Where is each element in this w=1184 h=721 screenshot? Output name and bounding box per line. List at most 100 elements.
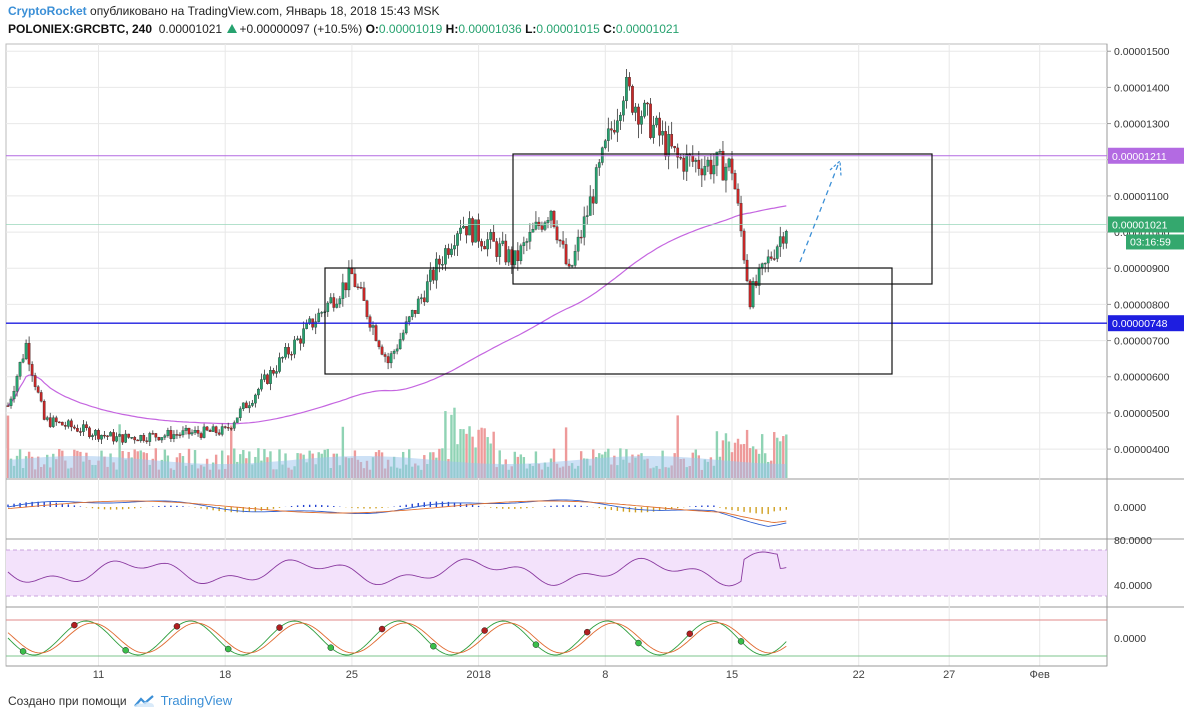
last-price: 0.00001021 bbox=[158, 22, 223, 36]
volume-bar bbox=[676, 415, 679, 478]
candle-body bbox=[748, 280, 752, 308]
candle-body bbox=[136, 439, 140, 442]
publish-info: CryptoRocket опубликовано на TradingView… bbox=[8, 4, 440, 18]
candle-body bbox=[540, 225, 544, 230]
candle-body bbox=[287, 347, 290, 355]
stoch-cross-dot bbox=[122, 647, 129, 654]
volume-bar bbox=[118, 424, 121, 478]
candle-body bbox=[619, 114, 622, 121]
candle-body bbox=[326, 302, 330, 312]
candle-body bbox=[368, 316, 372, 328]
volume-bar bbox=[782, 436, 785, 478]
candle-body bbox=[772, 258, 776, 260]
candle-body bbox=[344, 282, 348, 291]
candle-body bbox=[616, 120, 619, 133]
candle-body bbox=[404, 321, 408, 334]
stoch-cross-dot bbox=[635, 639, 642, 647]
volume-bar bbox=[465, 433, 468, 478]
volume-bar bbox=[785, 434, 788, 478]
x-tick-label: 2018 bbox=[466, 669, 490, 681]
candle-body bbox=[658, 117, 661, 136]
candle-body bbox=[534, 221, 538, 230]
candle-body bbox=[15, 376, 19, 392]
candle-body bbox=[386, 356, 390, 364]
tradingview-logo[interactable]: TradingView bbox=[133, 693, 232, 708]
candle-body bbox=[281, 357, 284, 359]
candle-body bbox=[483, 246, 486, 250]
candle-body bbox=[199, 433, 203, 438]
candle-body bbox=[21, 358, 25, 363]
last-price-label-bg bbox=[1108, 216, 1184, 233]
high-value: 0.00001036 bbox=[458, 22, 522, 36]
tradingview-cloud-icon bbox=[133, 694, 154, 707]
candle-body bbox=[579, 236, 583, 239]
y-tick-label: 0.00000800 bbox=[1114, 299, 1170, 311]
candle-body bbox=[320, 312, 324, 314]
candle-body bbox=[241, 402, 245, 409]
candle-body bbox=[582, 216, 586, 238]
x-tick-label: 27 bbox=[943, 669, 955, 681]
candle-body bbox=[395, 348, 399, 352]
candle-body bbox=[537, 221, 541, 226]
candle-body bbox=[97, 430, 100, 440]
volume-bar bbox=[474, 447, 477, 478]
volume-bar bbox=[779, 441, 782, 478]
rsi-tick-80: 80.0000 bbox=[1114, 535, 1152, 547]
candle-body bbox=[238, 408, 242, 418]
candle-body bbox=[594, 167, 598, 204]
close-value: 0.00001021 bbox=[615, 22, 680, 36]
volume-bar bbox=[773, 432, 776, 478]
stoch-tick-label: 0.0000 bbox=[1114, 633, 1146, 645]
volume-bar bbox=[230, 425, 233, 478]
candle-body bbox=[308, 318, 312, 324]
candle-body bbox=[244, 402, 248, 409]
candle-body bbox=[588, 196, 592, 216]
candle-body bbox=[622, 100, 625, 116]
volume-bar bbox=[468, 426, 471, 478]
volume-bar bbox=[489, 443, 492, 478]
candle-body bbox=[628, 77, 631, 87]
volume-bar bbox=[341, 426, 345, 478]
candle-body bbox=[697, 159, 701, 169]
candle-body bbox=[296, 338, 299, 341]
forecast-arrow bbox=[799, 164, 839, 263]
candle-body bbox=[365, 300, 369, 317]
candle-body bbox=[407, 316, 411, 322]
y-tick-label: 0.00000900 bbox=[1114, 263, 1170, 275]
y-tick-label: 0.00000400 bbox=[1114, 444, 1170, 456]
candle-body bbox=[33, 375, 37, 387]
candle-body bbox=[631, 86, 634, 113]
candle-body bbox=[398, 339, 402, 350]
candle-body bbox=[160, 437, 164, 441]
volume-bar bbox=[492, 431, 495, 478]
x-tick-label: Фев bbox=[1030, 669, 1050, 681]
candle-body bbox=[444, 248, 447, 265]
candle-body bbox=[679, 157, 683, 159]
candle-body bbox=[600, 147, 604, 163]
author-name[interactable]: CryptoRocket bbox=[8, 4, 87, 18]
candle-body bbox=[468, 218, 471, 236]
candle-body bbox=[401, 332, 405, 340]
candle-body bbox=[190, 432, 194, 435]
chart-canvas[interactable]: 11 18 25 2018 8 15 22 27 Фев 0.00001500 0.00001400… bbox=[0, 0, 1184, 690]
candle-body bbox=[652, 124, 655, 138]
candle-body bbox=[57, 421, 61, 424]
candle-body bbox=[76, 428, 79, 432]
x-tick-label: 11 bbox=[93, 669, 104, 681]
volume-bar bbox=[462, 429, 465, 478]
candle-body bbox=[703, 166, 707, 176]
candle-body bbox=[82, 424, 85, 432]
candle-body bbox=[670, 134, 674, 147]
candle-body bbox=[115, 436, 118, 442]
candle-body bbox=[591, 196, 595, 204]
close-label: C: bbox=[603, 22, 616, 36]
candle-body bbox=[260, 379, 263, 390]
resistance-price-label-bg bbox=[1108, 147, 1184, 164]
candle-body bbox=[606, 128, 610, 141]
volume-bar bbox=[727, 441, 731, 478]
upper-box bbox=[512, 153, 933, 285]
volume-bar bbox=[477, 429, 480, 478]
candle-body bbox=[715, 151, 719, 166]
candle-body bbox=[422, 297, 426, 303]
candle-body bbox=[736, 188, 740, 204]
